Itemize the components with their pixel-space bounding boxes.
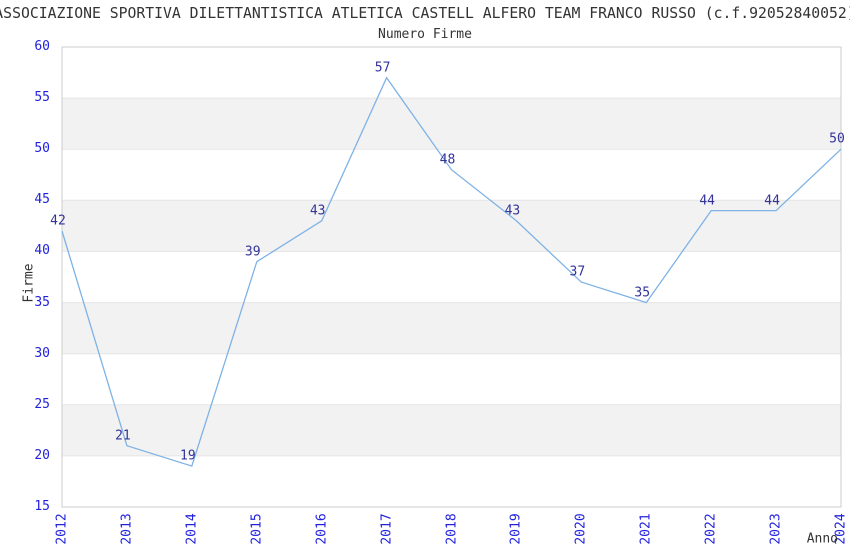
point-label: 19 [180,448,196,464]
shaded-band [62,200,841,252]
shaded-band [62,302,841,354]
x-tick-label: 2023 [768,513,784,545]
x-tick-label: 2018 [444,513,459,545]
y-tick-label: 50 [34,141,50,157]
shaded-band [62,98,841,150]
x-tick-label: 2014 [184,513,200,545]
point-label: 43 [309,203,326,219]
y-tick-label: 15 [34,499,50,514]
x-tick-label: 2017 [379,513,395,545]
x-tick-label: 2020 [573,513,589,545]
x-tick-label: 2022 [703,513,719,545]
y-tick-label: 20 [34,447,50,463]
point-label: 57 [374,60,391,76]
y-tick-label: 60 [34,39,50,54]
shaded-band [62,404,841,456]
point-label: 39 [244,244,261,260]
y-tick-label: 35 [34,294,50,310]
plot-border [61,46,842,508]
chart-title: ASSOCIAZIONE SPORTIVA DILETTANTISTICA AT… [0,5,850,22]
x-axis-title: Anno [806,531,838,547]
x-tick-label: 2016 [314,513,330,545]
point-label: 50 [829,131,845,147]
x-tick-label: 2019 [508,513,524,545]
data-line [61,76,842,467]
point-label: 43 [504,203,521,219]
point-label: 44 [699,193,715,209]
point-label: 48 [439,152,456,168]
y-tick-label: 30 [34,345,50,361]
point-label: 35 [634,285,651,301]
point-label: 21 [115,428,131,444]
y-tick-label: 40 [34,243,50,259]
point-label: 37 [569,264,586,280]
x-tick-label: 2015 [249,513,265,545]
y-tick-label: 55 [34,90,50,106]
chart-subtitle: Numero Firme [378,27,472,42]
point-label: 44 [764,193,780,209]
x-tick-label: 2021 [638,513,654,545]
x-tick-label: 2012 [54,513,70,545]
point-label: 42 [50,213,66,229]
x-tick-label: 2013 [119,513,135,545]
y-tick-label: 25 [34,396,50,412]
y-tick-label: 45 [34,192,50,208]
